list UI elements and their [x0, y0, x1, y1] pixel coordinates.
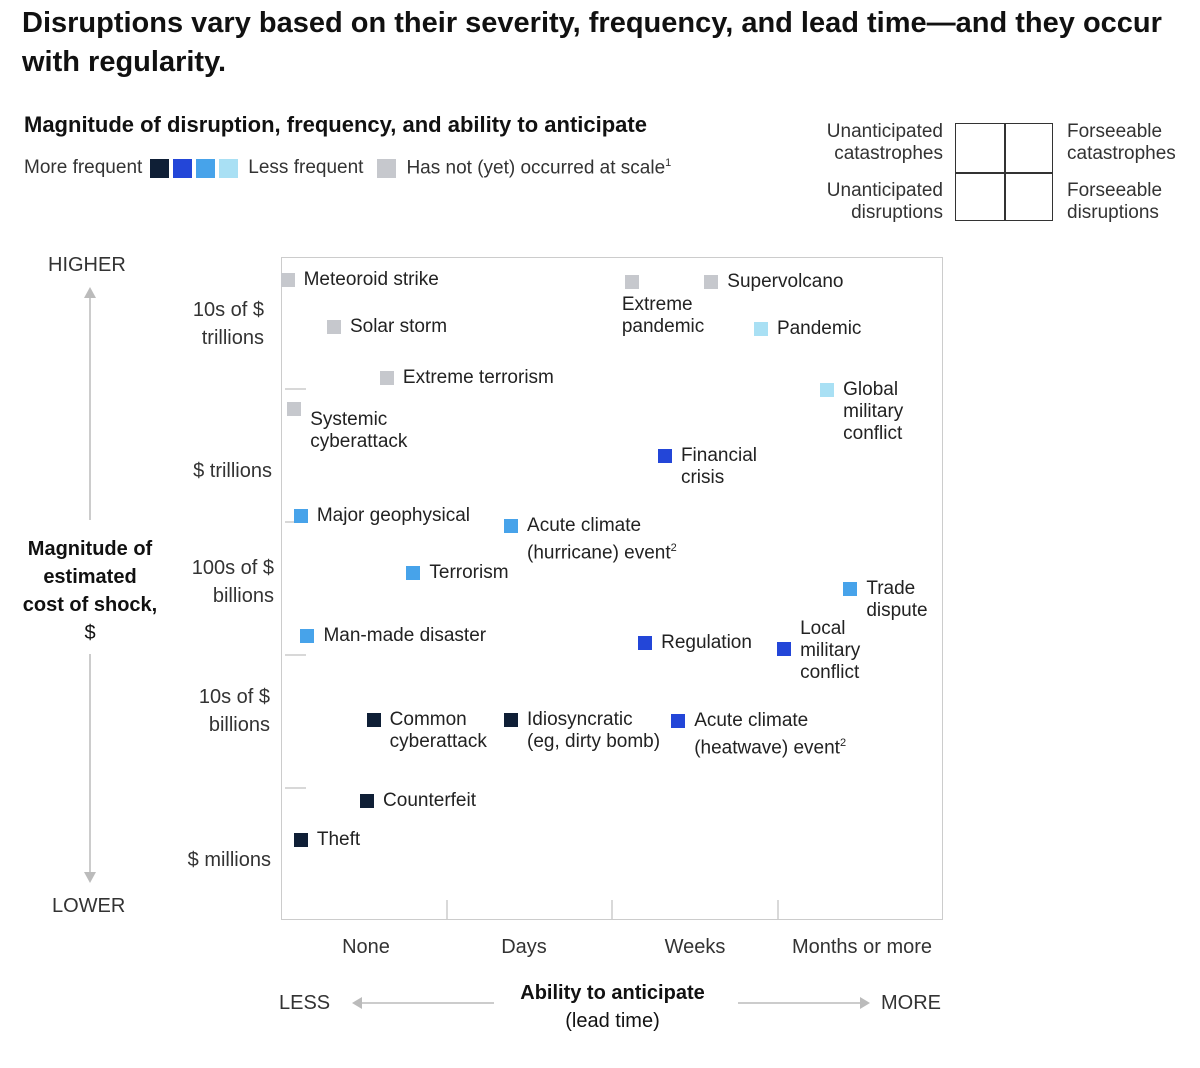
point-marker-13 [300, 629, 315, 644]
point-label-9: Major geophysical [316, 504, 470, 526]
y-axis-lower: LOWER [52, 895, 126, 917]
point-marker-11 [406, 565, 421, 580]
plot-area [281, 257, 943, 920]
point-marker-6 [753, 321, 768, 336]
x-tick-days: Days [501, 936, 547, 958]
x-tick-months: Months or more [791, 936, 933, 958]
legend-more-frequent: More frequent [24, 157, 143, 179]
point-marker-4 [624, 275, 639, 290]
frequency-legend: More frequent Less frequent Has not (yet… [24, 157, 671, 179]
y-tick-100s-billions: 100s of $ billions [191, 557, 274, 607]
point-label-5: Supervolcano [727, 271, 844, 293]
y-tick-10s-billions: 10s of $ billions [198, 686, 270, 736]
point-label-20: Theft [316, 829, 361, 851]
quadrant-label-top-right: Forseeable catastrophes [1067, 121, 1176, 164]
point-marker-14 [638, 635, 653, 650]
legend-swatch-freq3 [196, 158, 216, 178]
quadrant-label-bottom-right: Forseeable disruptions [1067, 180, 1163, 223]
point-label-17: Idiosyncratic (eg, dirty bomb) [527, 708, 661, 752]
x-tick-weeks: Weeks [664, 936, 726, 958]
point-marker-10 [504, 519, 519, 534]
footnote-marker: 1 [665, 157, 672, 169]
point-label-4: Extreme pandemic [621, 294, 705, 338]
quadrant-label-bottom-left: Unanticipated disruptions [826, 180, 943, 223]
point-marker-20 [293, 833, 308, 848]
point-label-3: Systemic cyberattack [310, 409, 408, 453]
point-label-0: Meteoroid strike [303, 268, 439, 290]
point-label-7: Global military conflict [843, 378, 904, 444]
point-label-19: Counterfeit [383, 789, 476, 811]
point-label-18: Acute climate (heatwave) event2 [694, 710, 847, 759]
point-marker-16 [366, 712, 381, 727]
x-axis-less: LESS [279, 992, 331, 1014]
point-label-13: Man-made disaster [323, 625, 487, 647]
legend-swatch-freq4 [219, 158, 239, 178]
point-marker-8 [657, 448, 672, 463]
point-label-6: Pandemic [776, 317, 862, 339]
point-marker-2 [379, 370, 394, 385]
y-tick-millions: $ millions [187, 849, 271, 871]
point-marker-18 [671, 714, 686, 729]
point-label-2: Extreme terrorism [402, 366, 554, 388]
point-label-16: Common cyberattack [389, 708, 487, 752]
legend-not-occurred: Has not (yet) occurred at scale1 [406, 157, 672, 179]
legend-less-frequent: Less frequent [248, 157, 364, 179]
point-marker-1 [326, 320, 341, 335]
point-marker-12 [843, 581, 858, 596]
point-marker-7 [820, 382, 835, 397]
point-label-10: Acute climate (hurricane) event2 [527, 515, 677, 564]
page-title: Disruptions vary based on their severity… [22, 7, 1162, 78]
point-label-14: Regulation [661, 631, 752, 653]
y-axis-title: Magnitude of estimated cost of shock, $ [22, 538, 158, 644]
point-marker-5 [704, 275, 719, 290]
legend-swatch-not-occurred [377, 158, 397, 178]
point-label-8: Financial crisis [680, 444, 757, 488]
x-axis-more: MORE [881, 992, 941, 1014]
y-tick-trillions: $ trillions [193, 460, 272, 482]
point-marker-0 [280, 272, 295, 287]
point-marker-3 [287, 402, 302, 417]
point-marker-19 [360, 793, 375, 808]
quadrant-label-top-left: Unanticipated catastrophes [826, 121, 943, 164]
y-axis-higher: HIGHER [48, 254, 126, 276]
y-tick-10s-trillions: 10s of $ trillions [192, 299, 264, 349]
point-label-12: Trade dispute [866, 577, 928, 621]
legend-swatch-freq2 [173, 158, 193, 178]
point-label-1: Solar storm [349, 316, 448, 338]
point-label-11: Terrorism [429, 561, 509, 583]
x-tick-none: None [342, 936, 390, 958]
x-axis-title: Ability to anticipate (lead time) [520, 982, 705, 1032]
chart-subtitle: Magnitude of disruption, frequency, and … [24, 112, 647, 137]
point-label-15: Local military conflict [800, 618, 861, 684]
point-marker-9 [293, 508, 308, 523]
legend-swatch-freq1 [150, 158, 170, 178]
point-marker-17 [504, 712, 519, 727]
quadrant-grid-icon [955, 123, 1053, 221]
point-marker-15 [777, 642, 792, 657]
